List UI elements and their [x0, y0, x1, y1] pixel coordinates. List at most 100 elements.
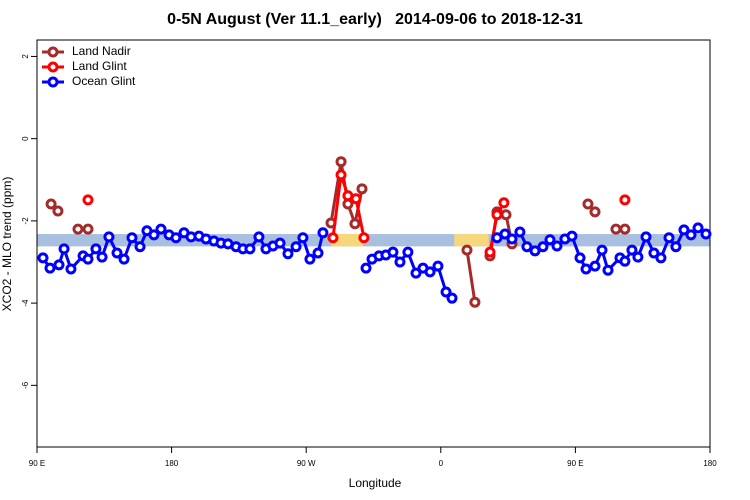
- data-point: [574, 252, 586, 264]
- data-point: [304, 253, 316, 265]
- data-point: [82, 253, 94, 265]
- x-axis-label: Longitude: [349, 476, 402, 490]
- data-point: [402, 246, 414, 258]
- data-point: [72, 223, 84, 235]
- y-tick-label: -6: [21, 381, 30, 389]
- data-point: [65, 263, 77, 275]
- data-point: [537, 241, 549, 253]
- data-point: [500, 209, 512, 221]
- data-point: [692, 222, 704, 234]
- x-tick-label: 180: [165, 459, 179, 468]
- data-point: [589, 206, 601, 218]
- data-point: [491, 209, 503, 221]
- data-point: [134, 241, 146, 253]
- data-point: [37, 252, 49, 264]
- data-point: [82, 223, 94, 235]
- data-point: [52, 205, 64, 217]
- data-point: [350, 193, 362, 205]
- legend-marker: [47, 76, 59, 88]
- data-point: [596, 244, 608, 256]
- legend-label: Ocean Glint: [72, 74, 136, 88]
- data-point: [700, 228, 712, 240]
- data-point: [529, 245, 541, 257]
- x-tick-label: 90 E: [567, 459, 583, 468]
- legend-marker: [47, 61, 59, 73]
- data-point: [499, 228, 511, 240]
- data-point: [514, 226, 526, 238]
- data-point: [387, 246, 399, 258]
- data-point: [290, 241, 302, 253]
- data-point: [253, 231, 265, 243]
- data-point: [506, 233, 518, 245]
- data-point: [663, 232, 675, 244]
- data-point: [655, 252, 667, 264]
- data-point: [461, 244, 473, 256]
- band-highlight: [331, 234, 364, 247]
- chart-title: 0-5N August (Ver 11.1_early) 2014-09-06 …: [167, 11, 583, 28]
- data-point: [274, 237, 286, 249]
- data-point: [602, 264, 614, 276]
- data-point: [90, 243, 102, 255]
- data-point: [469, 296, 481, 308]
- data-point: [551, 240, 563, 252]
- data-point: [424, 266, 436, 278]
- data-point: [45, 198, 57, 210]
- data-point: [619, 223, 631, 235]
- plot-frame: [36, 39, 711, 448]
- data-point: [589, 260, 601, 272]
- data-point: [580, 263, 592, 275]
- data-point: [96, 251, 108, 263]
- data-point: [544, 234, 556, 246]
- data-point: [410, 267, 422, 279]
- legend-label: Land Nadir: [72, 44, 131, 58]
- data-point: [356, 183, 368, 195]
- band-highlight: [454, 234, 489, 247]
- data-point: [394, 256, 406, 268]
- data-point: [53, 259, 65, 271]
- data-point: [155, 223, 167, 235]
- data-point: [685, 229, 697, 241]
- data-point: [648, 247, 660, 259]
- legend-label: Land Glint: [72, 59, 127, 73]
- data-point: [58, 243, 70, 255]
- data-point: [349, 218, 361, 230]
- data-point: [111, 247, 123, 259]
- x-tick-label: 90 E: [29, 459, 45, 468]
- data-point: [335, 156, 347, 168]
- data-point: [103, 231, 115, 243]
- x-tick-label: 0: [439, 459, 444, 468]
- data-point: [312, 247, 324, 259]
- legend-marker: [47, 46, 59, 58]
- data-point: [626, 244, 638, 256]
- data-point: [148, 229, 160, 241]
- data-point: [446, 292, 458, 304]
- data-point: [670, 241, 682, 253]
- x-tick-label: 90 W: [297, 459, 316, 468]
- data-point: [498, 197, 510, 209]
- data-point: [317, 227, 329, 239]
- y-tick-label: 2: [21, 54, 30, 59]
- data-point: [640, 231, 652, 243]
- data-point: [678, 224, 690, 236]
- data-point: [82, 194, 94, 206]
- data-point: [566, 230, 578, 242]
- y-tick-label: -2: [21, 217, 30, 225]
- data-point: [126, 232, 138, 244]
- data-point: [118, 253, 130, 265]
- data-point: [440, 286, 452, 298]
- y-tick-label: 0: [21, 136, 30, 141]
- data-point: [619, 255, 631, 267]
- data-point: [432, 260, 444, 272]
- y-axis-label: XCO2 - MLO trend (ppm): [0, 177, 14, 312]
- data-point: [610, 223, 622, 235]
- data-point: [521, 241, 533, 253]
- data-point: [582, 198, 594, 210]
- data-point: [360, 262, 372, 274]
- data-point: [244, 243, 256, 255]
- data-point: [44, 262, 56, 274]
- data-point: [327, 232, 339, 244]
- data-point: [297, 232, 309, 244]
- data-point: [335, 169, 347, 181]
